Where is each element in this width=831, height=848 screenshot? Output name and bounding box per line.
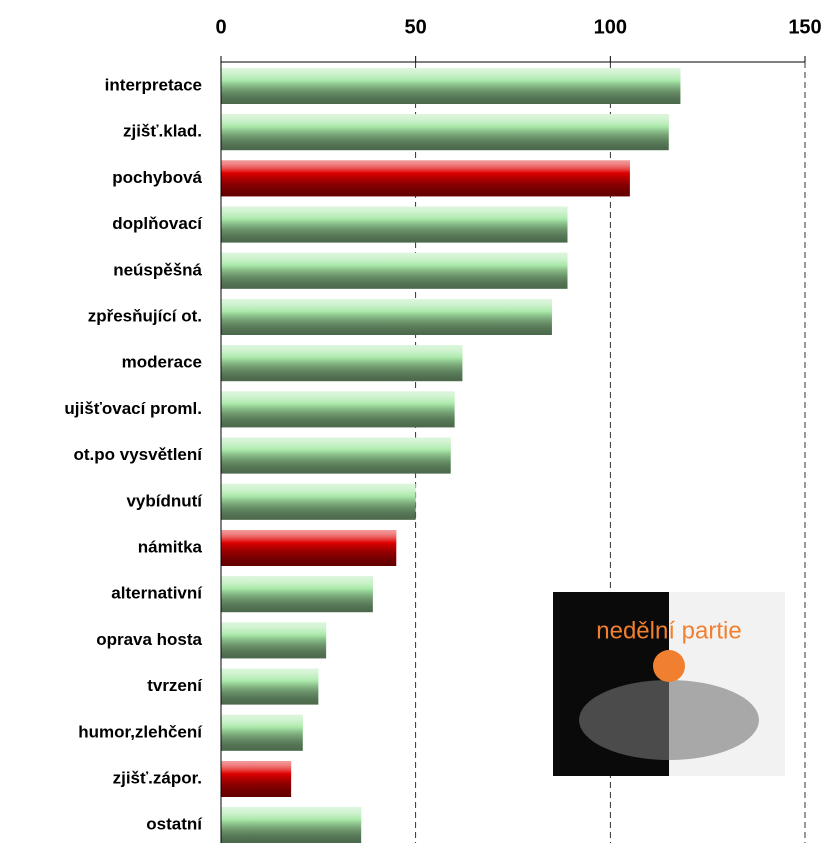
bar-shade	[221, 530, 397, 566]
bar-shade	[221, 299, 552, 335]
y-tick-label: doplňovací	[112, 214, 203, 233]
y-tick-label: zjišť.zápor.	[113, 768, 202, 787]
y-tick-label: moderace	[122, 353, 202, 372]
inset-image: nedělní partie	[553, 592, 785, 776]
y-tick-label: ujišťovací proml.	[64, 399, 202, 418]
bar-shade	[221, 622, 327, 659]
bar-shade	[221, 714, 303, 751]
bar-shade	[221, 252, 568, 289]
y-tick-label: alternativní	[111, 584, 203, 603]
bar-shade	[221, 391, 455, 428]
bar-shade	[221, 668, 319, 705]
bar-shade	[221, 345, 463, 382]
y-tick-label: vybídnutí	[126, 491, 203, 510]
y-tick-label: ostatní	[146, 815, 203, 834]
inset-circle	[653, 650, 685, 682]
bar-shade	[221, 761, 292, 797]
bar-shade	[221, 68, 681, 104]
y-tick-label: zjišť.klad.	[123, 122, 202, 141]
y-tick-label: pochybová	[112, 168, 202, 187]
plot: 0 50 100 150 interpretace zjišť.klad. pochybov…	[64, 16, 822, 844]
y-tick-label: humor,zlehčení	[78, 722, 203, 741]
x-tick-label: 0	[215, 16, 226, 38]
y-tick-label: oprava hosta	[96, 630, 202, 649]
y-tick-label: tvrzení	[147, 676, 203, 695]
bar-shade	[221, 483, 416, 520]
bar-shade	[221, 160, 630, 197]
x-tick-label: 100	[594, 16, 627, 38]
x-tick-label: 150	[788, 16, 821, 38]
inset-caption: nedělní partie	[596, 617, 741, 644]
bar-shade	[221, 437, 451, 474]
bar-shade	[221, 206, 568, 243]
bar-shade	[221, 576, 373, 613]
y-tick-label: ot.po vysvětlení	[74, 445, 204, 464]
y-tick-label: zpřesňující ot.	[88, 306, 202, 325]
y-tick-label: neúspěšná	[113, 260, 202, 279]
x-tick-label: 50	[405, 16, 427, 38]
bar-shade	[221, 114, 669, 151]
y-tick-label: interpretace	[105, 75, 202, 94]
inset-shape	[579, 680, 759, 760]
y-tick-label: námitka	[138, 537, 203, 556]
bar-shade	[221, 807, 362, 844]
